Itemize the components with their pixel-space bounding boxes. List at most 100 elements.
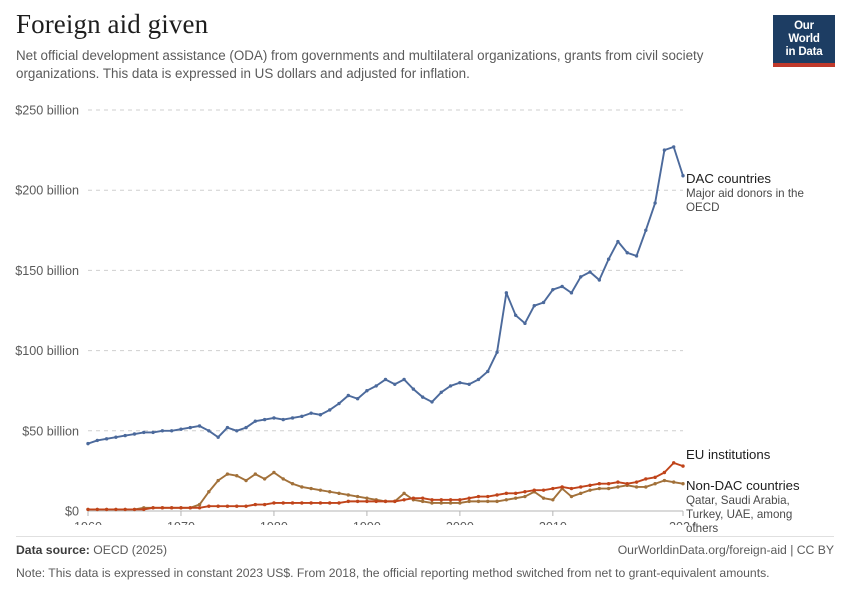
- series-line-non-dac-countries[interactable]: [87, 471, 684, 511]
- y-axis-tick-label: $250 billion: [15, 104, 79, 118]
- series-point: [207, 490, 211, 494]
- series-point: [244, 504, 248, 508]
- series-label-dac[interactable]: DAC countries Major aid donors in the OE…: [686, 171, 811, 215]
- series-point: [262, 477, 267, 481]
- series-point: [402, 491, 406, 496]
- series-point: [151, 430, 155, 435]
- series-point: [151, 506, 155, 510]
- x-axis-tick-label: 1980: [260, 520, 288, 525]
- series-point: [616, 485, 620, 489]
- series-point: [104, 437, 109, 441]
- series-point: [114, 507, 118, 512]
- series-point: [430, 501, 434, 505]
- x-axis-tick-label: 1990: [353, 520, 381, 525]
- note-value: This data is expressed in constant 2023 …: [45, 566, 770, 581]
- series-point: [569, 494, 574, 499]
- logo-line-2: in Data: [785, 45, 823, 58]
- series-point: [402, 377, 406, 382]
- series-point: [235, 504, 239, 508]
- series-point: [374, 384, 378, 388]
- owid-url-link[interactable]: OurWorldinData.org/foreign-aid | CC BY: [617, 543, 834, 557]
- series-point: [504, 291, 509, 295]
- series-point: [504, 498, 509, 502]
- series-point: [142, 430, 146, 435]
- note-label: Note:: [16, 566, 46, 581]
- series-point: [634, 480, 639, 484]
- y-axis-tick-label: $150 billion: [15, 264, 79, 278]
- series-name-dac: DAC countries: [686, 171, 772, 186]
- series-point: [606, 257, 611, 261]
- series-point: [309, 486, 313, 491]
- logo-line-1: Our World: [788, 20, 820, 45]
- series-point: [337, 491, 341, 496]
- x-axis-tick-label: 2000: [446, 520, 474, 525]
- series-point: [235, 429, 239, 433]
- series-point: [681, 464, 685, 468]
- series-point: [504, 491, 509, 496]
- series-point: [476, 377, 481, 382]
- series-point: [300, 501, 304, 505]
- series-point: [160, 506, 165, 510]
- series-point: [448, 501, 453, 505]
- series-point: [365, 499, 369, 504]
- series-point: [551, 287, 555, 292]
- series-point: [346, 499, 351, 504]
- series-point: [420, 395, 425, 399]
- y-axis-tick-label: $100 billion: [15, 344, 79, 358]
- series-point: [616, 480, 620, 484]
- series-point: [318, 488, 323, 492]
- series-point: [262, 502, 267, 507]
- series-point: [662, 148, 667, 152]
- series-point: [625, 251, 629, 255]
- series-line-dac-countries[interactable]: [87, 145, 684, 445]
- series-point: [281, 501, 285, 505]
- x-axis-tick-label: 2010: [539, 520, 567, 525]
- series-point: [207, 429, 211, 433]
- series-point: [495, 350, 499, 354]
- series-label-eu[interactable]: EU institutions: [686, 447, 770, 462]
- series-point: [272, 416, 276, 420]
- line-chart-svg[interactable]: $0 $50 billion $100 billion $150 billion $20…: [0, 95, 850, 526]
- series-point: [123, 507, 127, 512]
- series-point: [653, 475, 657, 480]
- data-source-label: Data source:: [16, 543, 90, 557]
- series-point: [383, 377, 388, 382]
- series-point: [188, 425, 192, 430]
- footer-source-row: Data source: OECD (2025) OurWorldinData.…: [16, 541, 834, 559]
- data-source-value: OECD (2025): [89, 543, 168, 557]
- series-point: [486, 494, 490, 499]
- series-point: [328, 490, 332, 494]
- series-point: [104, 507, 109, 512]
- series-point: [541, 488, 546, 492]
- series-point: [560, 284, 564, 289]
- series-point: [309, 501, 313, 505]
- series-point: [328, 501, 332, 505]
- series-point: [662, 470, 667, 475]
- series-point: [383, 499, 388, 504]
- chart-footer: Data source: OECD (2025) OurWorldinData.…: [16, 541, 834, 583]
- series-point: [318, 501, 323, 505]
- series-point: [290, 482, 295, 486]
- series-point: [430, 498, 434, 502]
- series-point: [253, 502, 258, 507]
- series-point: [551, 498, 555, 502]
- series-point: [411, 496, 416, 500]
- series-point: [653, 482, 657, 486]
- series-point: [188, 506, 192, 510]
- series-point: [95, 438, 100, 443]
- owid-logo[interactable]: Our World in Data: [773, 15, 835, 67]
- series-point: [588, 483, 592, 488]
- series-point: [579, 491, 583, 496]
- series-label-nondac[interactable]: Non-DAC countries Qatar, Saudi Arabia, T…: [686, 478, 811, 536]
- series-point: [86, 441, 90, 446]
- footer-divider: [16, 536, 834, 537]
- series-point: [300, 485, 304, 489]
- series-point: [207, 504, 211, 508]
- series-point: [244, 425, 248, 430]
- series-point: [337, 401, 341, 406]
- series-point: [579, 275, 583, 279]
- series-point: [132, 507, 137, 512]
- series-point: [95, 507, 100, 512]
- series-point: [411, 387, 416, 391]
- series-point: [625, 482, 629, 486]
